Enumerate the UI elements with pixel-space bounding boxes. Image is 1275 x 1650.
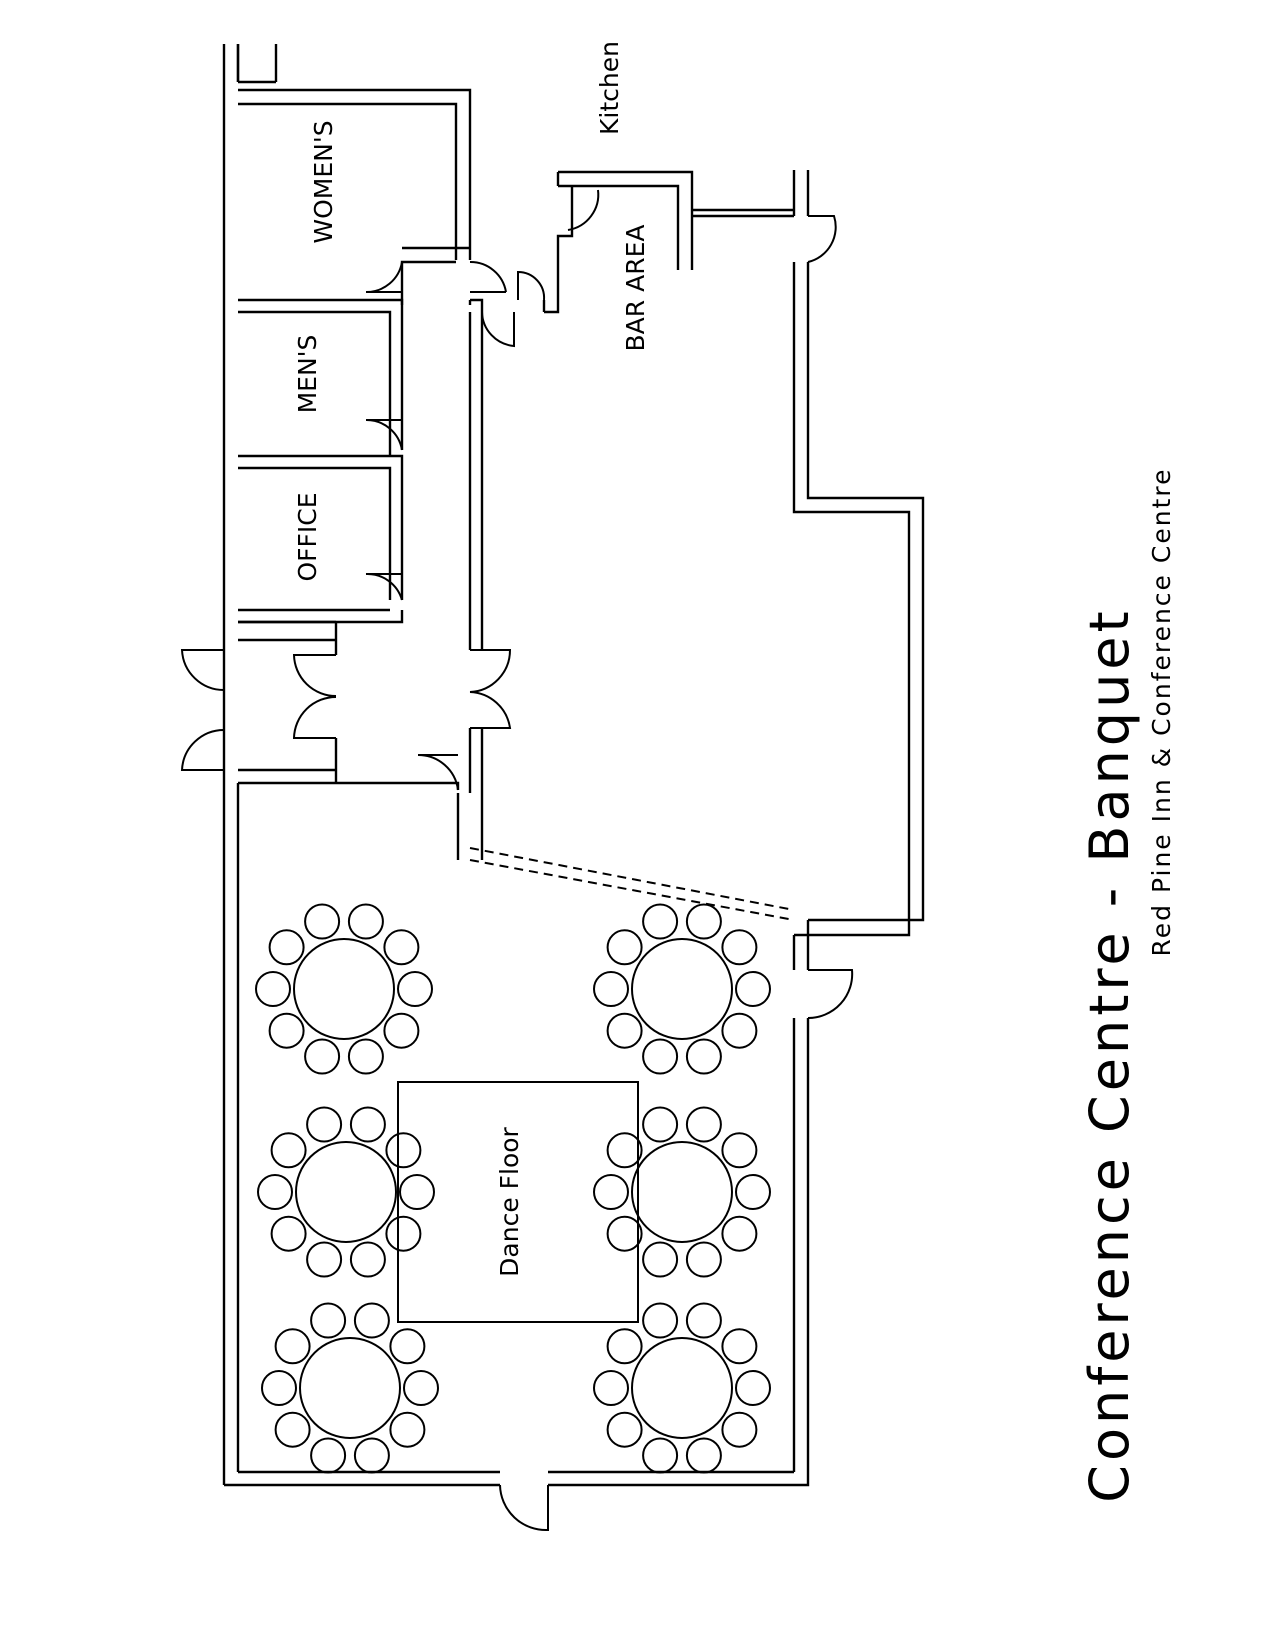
chair [347,1038,384,1075]
doors [180,189,854,1532]
folding-partition [469,847,795,921]
chair [721,1328,758,1365]
chair [735,1174,771,1210]
table-top [631,1141,733,1243]
chair [685,903,722,940]
chair [304,903,341,940]
chair [347,903,384,940]
chair [257,1174,293,1210]
chair [606,1215,643,1252]
chair [268,1012,305,1049]
chair [255,971,291,1007]
chair [606,1012,643,1049]
chair [721,1411,758,1448]
table-top [631,938,733,1040]
chair [389,1328,426,1365]
chair [685,1038,722,1075]
chair [685,1437,722,1474]
chair [274,1328,311,1365]
chair [353,1437,390,1474]
chair [306,1106,343,1143]
chair [642,1106,679,1143]
chair [306,1241,343,1278]
round-table [261,1302,439,1474]
chair [721,1215,758,1252]
chair [270,1132,307,1169]
table-top [299,1337,401,1439]
round-table [257,1106,435,1278]
chair [383,929,420,966]
chair [606,929,643,966]
chair [349,1106,386,1143]
chair [593,971,629,1007]
chair [642,903,679,940]
dance-floor-label: Dance Floor [495,1126,524,1276]
womens-label: WOMEN'S [309,120,338,243]
chair [349,1241,386,1278]
office-label: OFFICE [293,492,322,581]
chair [403,1370,439,1406]
chair [385,1132,422,1169]
chair [268,929,305,966]
table-top [631,1337,733,1439]
chair [261,1370,297,1406]
chair [383,1012,420,1049]
chair [310,1302,347,1339]
round-table [593,1302,771,1474]
chair [721,1012,758,1049]
page-subtitle: Red Pine Inn & Conference Centre [1147,468,1176,957]
chair [606,1411,643,1448]
chair [310,1437,347,1474]
chair [593,1370,629,1406]
chair [389,1411,426,1448]
chair [304,1038,341,1075]
chair [353,1302,390,1339]
table-top [295,1141,397,1243]
chair [721,1132,758,1169]
dance-floor [397,1081,639,1323]
chair [399,1174,435,1210]
chair [274,1411,311,1448]
round-table [255,903,433,1075]
chair [642,1038,679,1075]
chair [606,1328,643,1365]
chair [642,1302,679,1339]
chair [397,971,433,1007]
round-table [593,903,771,1075]
chair [685,1106,722,1143]
chair [735,1370,771,1406]
table-top [293,938,395,1040]
exterior-walls [222,44,925,1487]
chair [642,1241,679,1278]
banquet-tables [255,903,771,1474]
round-table [593,1106,771,1278]
chair [606,1132,643,1169]
kitchen-label: Kitchen [595,41,624,135]
chair [385,1215,422,1252]
bar-walls [470,170,794,314]
chair [685,1241,722,1278]
mens-label: MEN'S [293,335,322,414]
chair [721,929,758,966]
chair [685,1302,722,1339]
chair [735,971,771,1007]
service-block-walls [238,88,484,860]
bar-area-label: BAR AREA [621,225,650,352]
chair [270,1215,307,1252]
chair [593,1174,629,1210]
chair [642,1437,679,1474]
page-title: Conference Centre - Banquet [1078,607,1141,1502]
